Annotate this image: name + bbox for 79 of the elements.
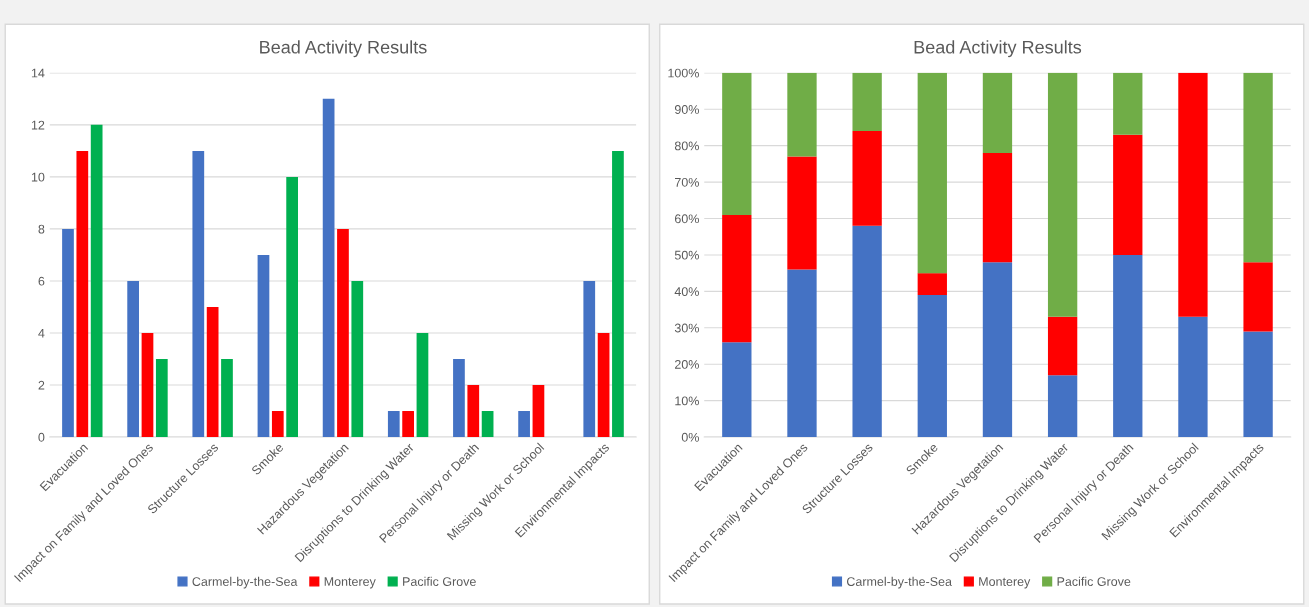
bar: [1047, 316, 1078, 376]
bar: [1178, 316, 1208, 438]
bar: [221, 359, 233, 438]
bar: [453, 359, 465, 438]
y-tick-label: 90%: [674, 105, 699, 114]
bar: [583, 280, 596, 438]
bar: [1047, 375, 1078, 438]
bar: [351, 280, 364, 438]
bar: [322, 98, 335, 438]
chart-title: Bead Activity Results: [260, 40, 427, 58]
bar: [982, 72, 1013, 153]
bar: [286, 176, 298, 438]
bar: [1243, 262, 1273, 332]
bar: [597, 332, 610, 438]
bar: [722, 72, 752, 215]
bar: [62, 228, 74, 438]
bar: [1243, 331, 1273, 438]
y-tick-label: 80%: [674, 141, 699, 151]
bar: [982, 262, 1013, 438]
bar: [1243, 72, 1273, 263]
legend-label: Carmel-by-the-Sea: [847, 576, 952, 589]
bar: [467, 385, 480, 438]
bar: [612, 150, 624, 438]
bar: [76, 150, 89, 438]
y-tick-label: 70%: [675, 177, 699, 187]
bar: [917, 72, 947, 274]
bar: [787, 156, 817, 270]
y-tick-label: 10: [31, 172, 45, 182]
y-tick-label: 10%: [675, 396, 699, 406]
bar: [416, 332, 429, 438]
y-tick-label: 0: [38, 432, 45, 442]
legend-label: Monterey: [979, 577, 1031, 589]
bar: [917, 295, 947, 438]
bar: [387, 411, 400, 438]
y-tick-label: 8: [38, 224, 45, 234]
bar: [155, 359, 168, 438]
y-tick-label: 60%: [675, 214, 699, 224]
bar: [1113, 72, 1143, 135]
y-tick-label: 2: [38, 380, 45, 390]
y-tick-label: 14: [31, 68, 45, 78]
y-tick-label: 50%: [674, 250, 699, 260]
y-tick-label: 6: [38, 276, 45, 286]
bar: [787, 72, 817, 157]
y-tick-label: 4: [38, 328, 45, 338]
bar: [1113, 254, 1143, 438]
legend-label: Pacific Grove: [1057, 576, 1131, 586]
bar: [206, 306, 219, 438]
bar: [917, 273, 947, 295]
y-tick-label: 40%: [674, 287, 699, 297]
bar: [982, 152, 1013, 263]
legend-label: Carmel-by-the-Sea: [192, 576, 298, 589]
bar: [402, 411, 414, 438]
legend-label: Monterey: [324, 577, 376, 589]
bar: [127, 280, 140, 438]
bar: [722, 342, 752, 438]
bar: [1178, 72, 1208, 317]
legend-label: Pacific Grove: [403, 576, 476, 586]
bar: [852, 225, 882, 438]
bar: [271, 411, 284, 438]
bar: [532, 385, 545, 438]
y-tick-label: 12: [31, 120, 45, 130]
bar: [90, 124, 103, 438]
y-tick-label: 0%: [681, 432, 699, 442]
bar: [722, 214, 752, 343]
bar: [1047, 72, 1078, 317]
bar: [141, 332, 154, 438]
bar: [852, 131, 882, 226]
y-tick-label: 30%: [674, 323, 699, 333]
y-tick-label: 20%: [674, 360, 699, 369]
bar: [481, 411, 494, 438]
y-tick-label: 100%: [668, 68, 699, 78]
bar: [192, 150, 205, 438]
bar: [337, 228, 349, 438]
bar: [1113, 134, 1143, 255]
chart-title: Bead Activity Results: [914, 40, 1082, 58]
bar: [518, 411, 530, 438]
bar: [852, 72, 882, 132]
bar: [787, 269, 817, 438]
bar: [257, 254, 270, 438]
